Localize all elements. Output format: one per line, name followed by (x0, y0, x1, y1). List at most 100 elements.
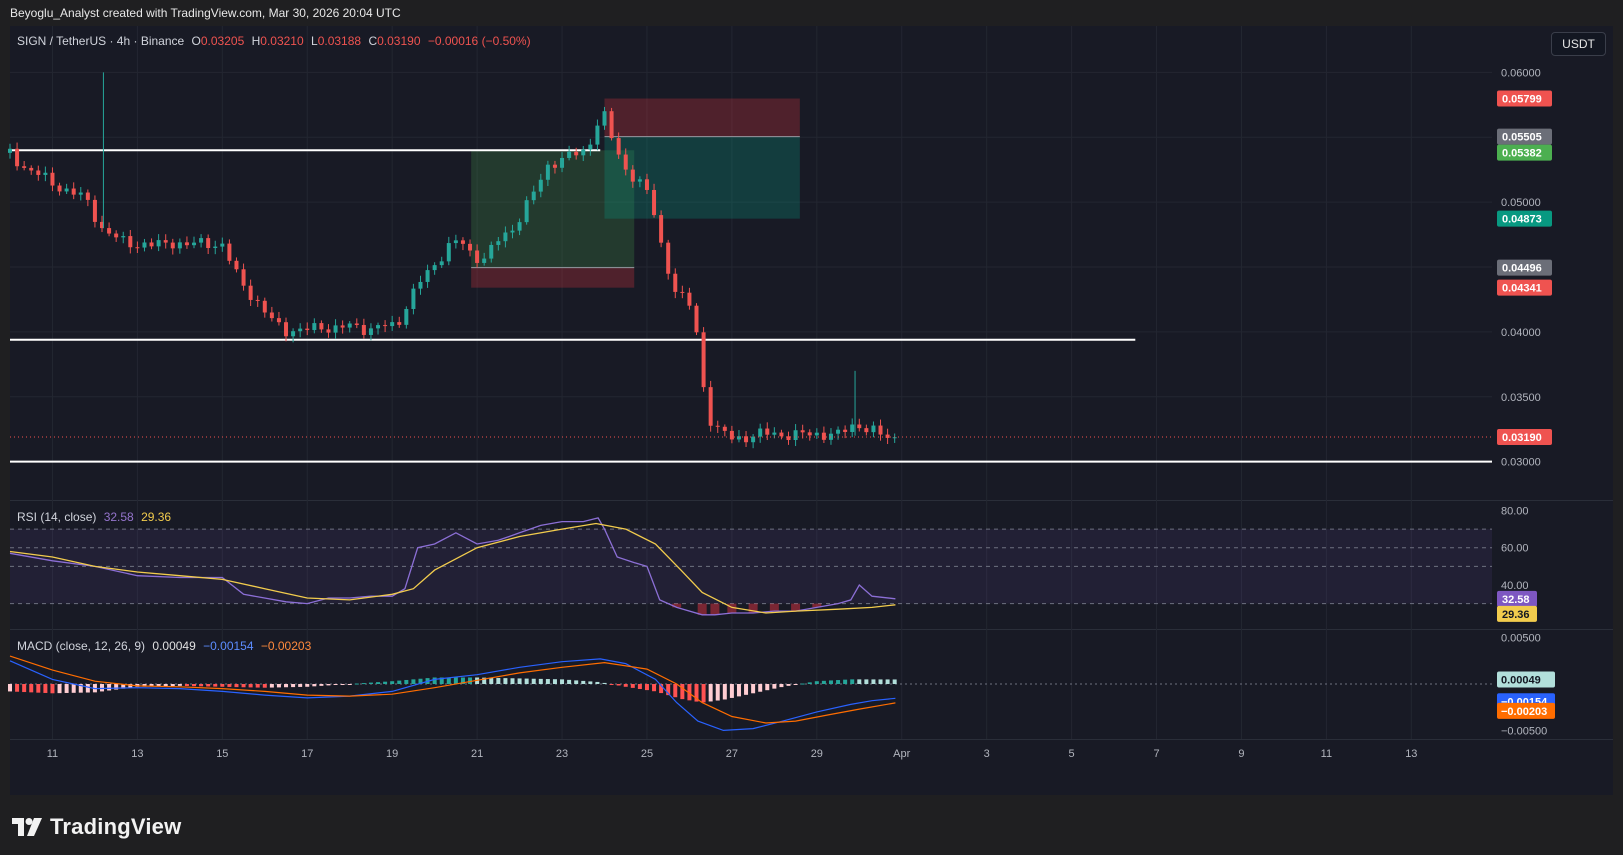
candle-body (234, 260, 239, 270)
macd-histogram-bar (199, 684, 204, 687)
position-stop-zone[interactable] (604, 98, 800, 137)
price-tag-label: 0.04341 (1502, 283, 1542, 295)
macd-histogram-bar (595, 681, 600, 684)
macd-histogram-bar (751, 684, 756, 694)
candle-body (319, 323, 324, 330)
candle-body (673, 273, 678, 292)
candle-body (121, 236, 126, 238)
macd-histogram-bar (326, 684, 331, 686)
rsi-legend: RSI (14, close) 32.58 29.36 (17, 510, 175, 524)
macd-histogram-bar (107, 684, 112, 691)
macd-histogram-bar (446, 677, 451, 684)
candle-body (312, 323, 317, 331)
candle-body (836, 429, 841, 434)
candle-body (652, 189, 657, 216)
rsi-y-tick-label: 80.00 (1501, 505, 1529, 517)
candle-body (425, 270, 430, 282)
macd-histogram-bar (50, 684, 55, 694)
candle-body (326, 329, 331, 333)
macd-histogram-bar (206, 684, 211, 687)
rsi-value: 32.58 (103, 510, 134, 524)
currency-button[interactable]: USDT (1551, 32, 1606, 56)
candle-body (397, 322, 402, 325)
macd-histogram-bar (361, 683, 366, 685)
candle-body (163, 240, 168, 243)
position-target-zone[interactable] (604, 136, 800, 219)
tradingview-logo: TradingView (12, 813, 181, 841)
macd-histogram-bar (71, 684, 76, 693)
macd-histogram-bar (347, 684, 352, 685)
candle-body (177, 242, 182, 249)
macd-histogram-bar (828, 680, 833, 684)
macd-histogram-bar (390, 681, 395, 684)
macd-histogram-bar (121, 684, 126, 689)
candle-body (333, 325, 338, 333)
macd-histogram-bar (892, 679, 897, 684)
macd-histogram-bar (602, 682, 607, 684)
macd-histogram-bar (128, 684, 133, 688)
macd-histogram-bar (468, 677, 473, 684)
price-tag (1497, 429, 1552, 446)
candle-body (779, 432, 784, 437)
candle-body (786, 436, 791, 441)
candle-body (227, 243, 232, 261)
macd-histogram-bar (496, 677, 501, 684)
low-label: L (311, 34, 318, 48)
macd-histogram-bar (644, 684, 649, 691)
candle-body (390, 322, 395, 327)
macd-histogram-bar (312, 684, 317, 687)
candle-body (418, 281, 423, 289)
candle-body (347, 323, 352, 328)
macd-histogram-bar (878, 679, 883, 684)
macd-histogram-bar (807, 682, 812, 684)
candle-body (15, 148, 20, 167)
candle-body (560, 157, 565, 168)
symbol-label[interactable]: SIGN / TetherUS · 4h · Binance (17, 34, 185, 48)
macd-histogram-bar (552, 679, 557, 684)
macd-histogram-bar (192, 684, 197, 687)
macd-histogram-bar (630, 684, 635, 688)
macd-histogram-bar (885, 679, 890, 684)
macd-histogram-bar (482, 677, 487, 684)
macd-histogram-bar (843, 679, 848, 684)
macd-histogram-bar (432, 677, 437, 684)
rsi-name[interactable]: RSI (14, close) (17, 510, 97, 524)
candle-body (574, 151, 579, 156)
position-stop-zone[interactable] (471, 267, 635, 288)
macd-histogram-bar (517, 678, 522, 684)
y-tick-label: 0.04000 (1501, 327, 1541, 339)
y-tick-label: 0.05000 (1501, 197, 1541, 209)
candle-body (142, 242, 147, 248)
x-tick-label: 3 (984, 748, 990, 760)
candle-body (64, 188, 69, 192)
candle-body (468, 243, 473, 251)
close-label: C (368, 34, 378, 48)
candle-body (701, 332, 706, 388)
macd-name[interactable]: MACD (close, 12, 26, 9) (17, 639, 146, 653)
macd-histogram-bar (255, 684, 260, 688)
candle-body (871, 425, 876, 433)
macd-histogram-bar (567, 679, 572, 684)
tradingview-logo-icon (12, 818, 42, 836)
candle-body (241, 269, 246, 286)
candle-body (800, 430, 805, 433)
candle-body (595, 125, 600, 145)
macd-histogram-bar (623, 684, 628, 687)
candle-body (758, 428, 763, 437)
candle-body (864, 428, 869, 433)
candle-body (552, 164, 557, 168)
price-tag (1497, 259, 1552, 276)
macd-histogram-bar (383, 681, 388, 684)
macd-histogram-bar (114, 684, 119, 690)
candle-body (269, 312, 274, 319)
macd-line (9, 658, 896, 732)
macd-histogram-bar (291, 684, 296, 688)
macd-line-value: −0.00154 (203, 639, 254, 653)
macd-histogram-bar (43, 684, 48, 693)
macd-histogram-bar (694, 684, 699, 702)
y-tick-label: 0.06000 (1501, 67, 1541, 79)
candle-body (57, 185, 62, 192)
macd-histogram-bar (793, 684, 798, 685)
macd-histogram-bar (744, 684, 749, 695)
